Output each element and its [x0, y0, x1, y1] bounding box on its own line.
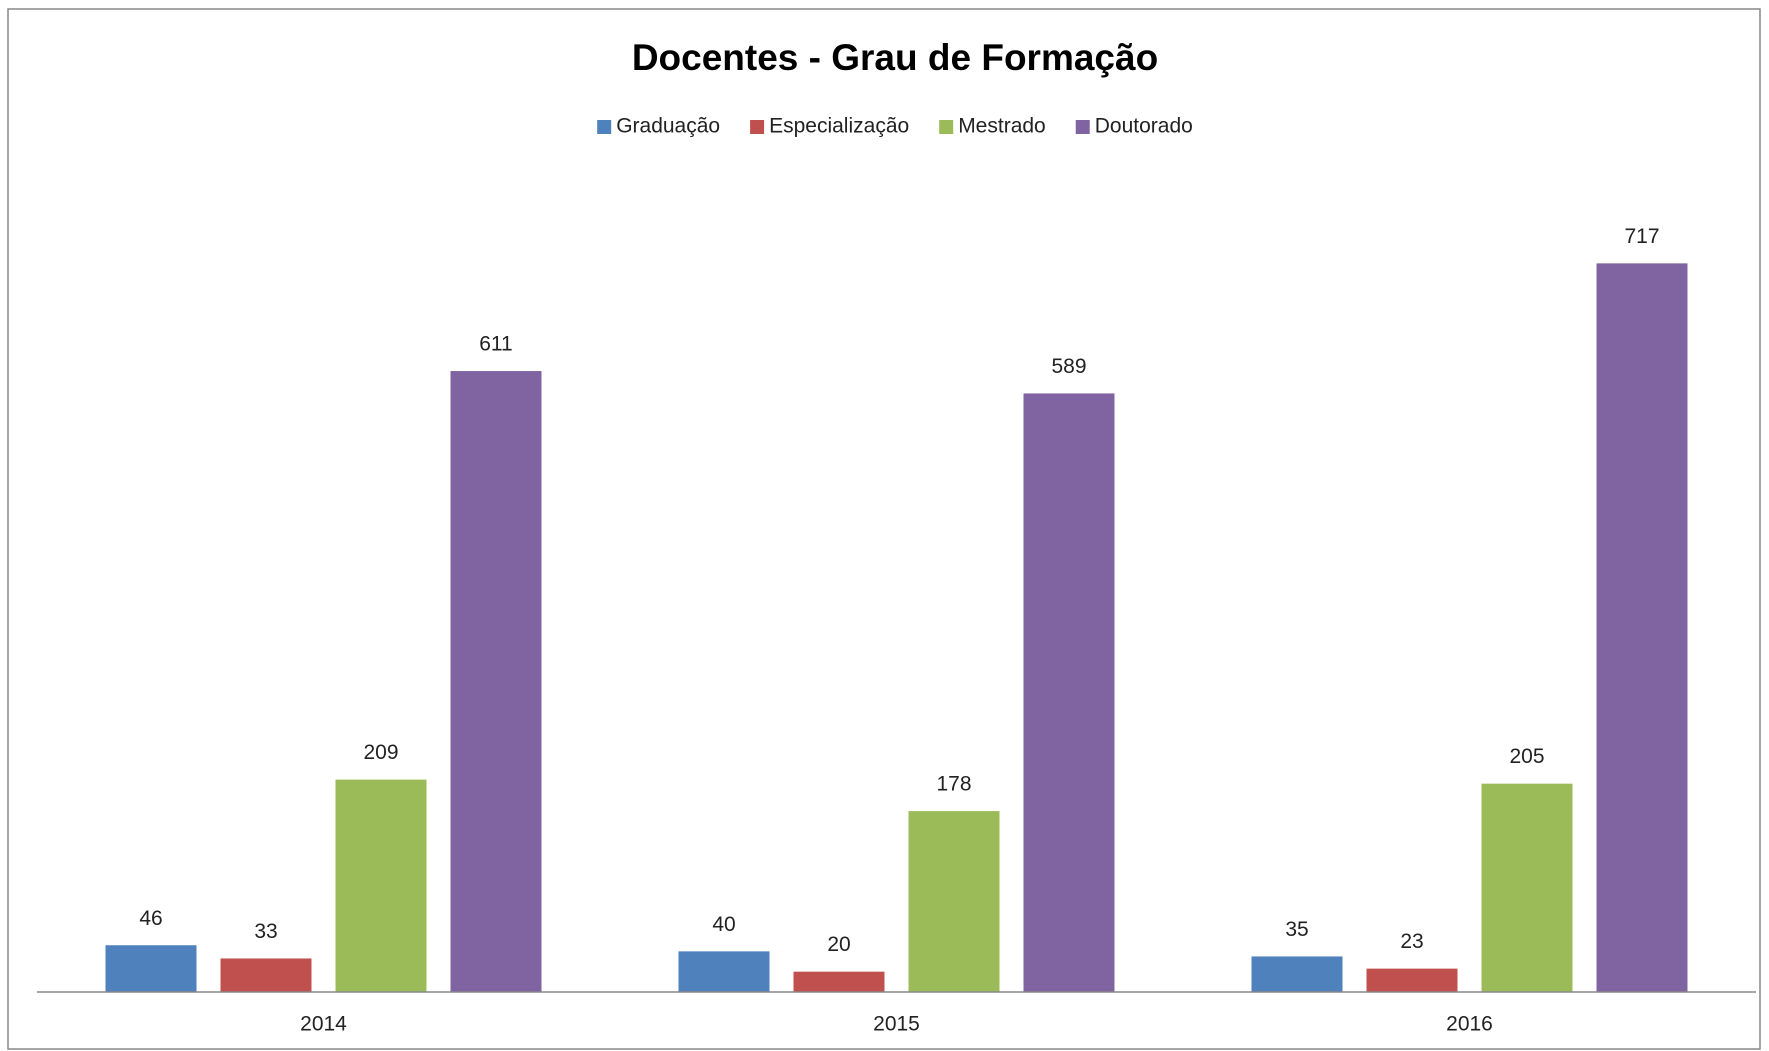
bar	[1481, 783, 1573, 992]
bar	[1251, 956, 1343, 992]
bar	[105, 945, 197, 992]
legend-swatch	[597, 120, 612, 134]
legend-swatch	[939, 120, 954, 134]
legend-swatch	[1075, 120, 1090, 134]
data-label: 209	[363, 741, 398, 764]
legend: Graduação Especialização Mestrado Doutorado	[597, 115, 1193, 138]
data-label: 35	[1285, 918, 1308, 941]
bar	[1366, 968, 1458, 992]
data-label: 23	[1400, 930, 1423, 953]
legend-label: Doutorado	[1095, 115, 1193, 138]
legend-label: Graduação	[616, 115, 720, 138]
data-label: 33	[254, 920, 277, 943]
bar	[678, 951, 770, 992]
legend-label: Mestrado	[958, 115, 1046, 138]
data-label: 178	[936, 773, 971, 796]
chart-frame	[7, 8, 1761, 1050]
bar	[450, 371, 542, 992]
chart-title: Docentes - Grau de Formação	[632, 37, 1158, 78]
bar	[1596, 263, 1688, 992]
data-label: 46	[139, 907, 162, 930]
legend-swatch	[750, 120, 765, 134]
data-label: 589	[1051, 355, 1086, 378]
data-label: 611	[479, 333, 512, 356]
bar	[335, 779, 427, 992]
data-label: 205	[1509, 745, 1544, 768]
bar	[1023, 393, 1115, 993]
x-tick-label: 2016	[1446, 1013, 1493, 1036]
x-tick-label: 2015	[873, 1013, 920, 1036]
legend-label: Especialização	[769, 115, 909, 138]
data-label: 20	[827, 933, 850, 956]
bar	[793, 971, 885, 992]
bar	[220, 958, 312, 992]
data-label: 40	[712, 913, 735, 936]
x-tick-label: 2014	[300, 1013, 347, 1036]
bar	[908, 811, 1000, 992]
data-label: 717	[1624, 225, 1659, 248]
